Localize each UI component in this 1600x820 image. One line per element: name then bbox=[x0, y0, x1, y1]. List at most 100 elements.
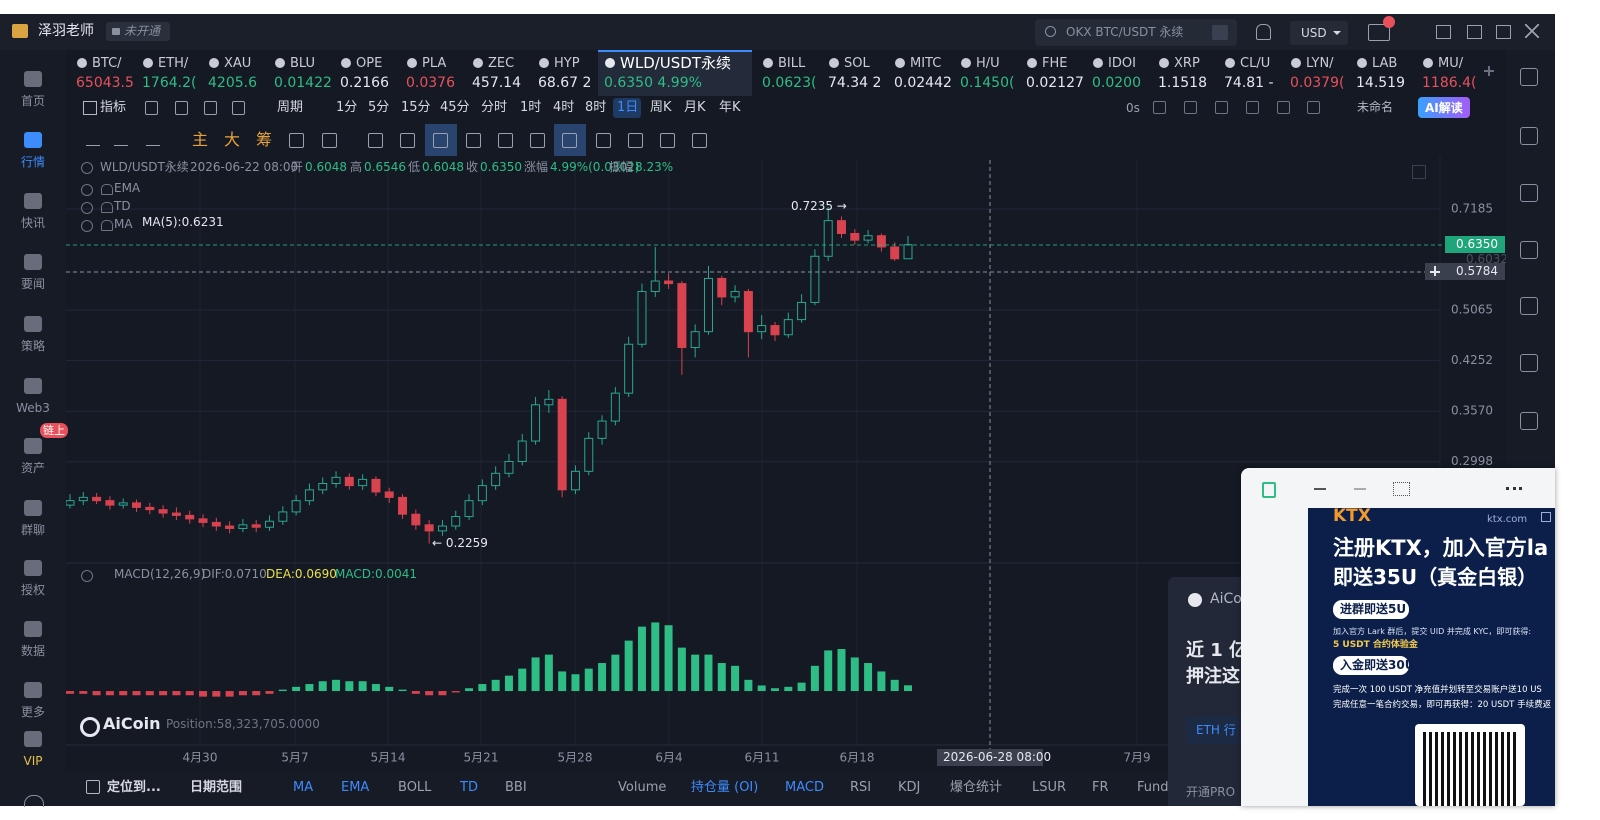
ticker-name[interactable]: SOL bbox=[844, 56, 870, 71]
right-tool-icon[interactable] bbox=[1520, 297, 1538, 315]
sidebar-label[interactable]: 更多 bbox=[20, 705, 45, 719]
window-button[interactable] bbox=[1436, 25, 1451, 39]
more-icon[interactable] bbox=[1506, 487, 1522, 493]
sidebar-icon[interactable] bbox=[24, 731, 42, 747]
tool-icon[interactable] bbox=[433, 133, 448, 148]
ticker-name[interactable]: IDOI bbox=[1108, 56, 1136, 71]
tool-icon[interactable] bbox=[660, 133, 675, 148]
indicator-toggle[interactable]: LSUR bbox=[1032, 780, 1067, 795]
sidebar-label[interactable]: 群聊 bbox=[20, 523, 45, 537]
fullscreen-icon[interactable] bbox=[1412, 165, 1426, 179]
ad-close[interactable] bbox=[1541, 512, 1551, 522]
tool-icon[interactable] bbox=[368, 133, 383, 148]
active-tab[interactable] bbox=[598, 50, 752, 96]
right-tool-icon[interactable] bbox=[1520, 412, 1538, 430]
indicator-icon[interactable] bbox=[83, 101, 97, 115]
ticker-price[interactable]: 65043.5 bbox=[76, 76, 134, 91]
forward-icon[interactable] bbox=[1354, 488, 1366, 490]
alert-icon[interactable] bbox=[101, 184, 113, 195]
indicator-toggle[interactable]: MACD bbox=[785, 780, 824, 795]
collapse-icon[interactable] bbox=[81, 202, 93, 214]
layout-name[interactable]: 未命名 bbox=[1357, 100, 1394, 114]
ticker-price[interactable]: 1186.4( bbox=[1422, 76, 1477, 91]
collapse-icon[interactable] bbox=[81, 162, 93, 174]
interval-button[interactable]: 1时 bbox=[520, 100, 542, 115]
toolbar-icon[interactable] bbox=[1184, 101, 1197, 114]
ticker-price[interactable]: 0.0379( bbox=[1290, 76, 1345, 91]
alert-icon[interactable] bbox=[101, 220, 113, 231]
ticker-price[interactable]: 74.34 2 bbox=[828, 76, 882, 91]
indicator-toggle[interactable]: BOLL bbox=[398, 780, 432, 795]
right-tool-icon[interactable] bbox=[1520, 68, 1538, 86]
toolbar-icon[interactable] bbox=[1307, 101, 1320, 114]
collapse-icon[interactable] bbox=[81, 570, 93, 582]
indicator-toggle[interactable]: KDJ bbox=[898, 780, 921, 795]
indicator-toggle[interactable]: BBI bbox=[505, 780, 527, 795]
sidebar-icon[interactable] bbox=[24, 254, 42, 270]
indicator-toggle[interactable]: FR bbox=[1092, 780, 1109, 795]
sidebar-label[interactable]: 资产 bbox=[20, 461, 45, 475]
ticker-price[interactable]: 0.01422 bbox=[274, 76, 332, 91]
sidebar-label[interactable]: 要闻 bbox=[20, 277, 45, 291]
collapse-icon[interactable] bbox=[81, 220, 93, 232]
sidebar-label[interactable]: Web3 bbox=[16, 401, 50, 415]
toolbar-icon[interactable] bbox=[204, 101, 217, 115]
right-tool-icon[interactable] bbox=[1520, 241, 1538, 259]
ad-button-label[interactable]: 入金即送30U bbox=[1340, 658, 1415, 672]
indicator-toggle[interactable]: TD bbox=[460, 780, 478, 795]
currency[interactable]: USD bbox=[1301, 26, 1327, 40]
indicator-toggle[interactable]: Volume bbox=[618, 780, 667, 795]
window-button[interactable] bbox=[1467, 25, 1482, 39]
indicator-toggle[interactable]: MA bbox=[293, 780, 314, 795]
indicator-toggle[interactable]: 持仓量 (OI) bbox=[691, 780, 759, 795]
ticker-price[interactable]: 0.0200 bbox=[1092, 76, 1141, 91]
interval-button[interactable]: 5分 bbox=[368, 100, 390, 115]
window-button[interactable] bbox=[1496, 25, 1511, 39]
ticker-name[interactable]: XRP bbox=[1174, 56, 1200, 71]
sidebar-icon[interactable] bbox=[24, 560, 42, 576]
toolbar-icon[interactable] bbox=[145, 101, 158, 115]
apps-icon[interactable] bbox=[1393, 482, 1410, 496]
ticker-name[interactable]: LAB bbox=[1372, 56, 1398, 71]
search-placeholder[interactable]: OKX BTC/USDT 永续 bbox=[1066, 25, 1184, 39]
toolbar-icon[interactable] bbox=[1215, 101, 1228, 114]
search-box[interactable] bbox=[1035, 19, 1237, 46]
interval-button[interactable]: 45分 bbox=[440, 100, 470, 115]
overlay-name[interactable]: EMA bbox=[114, 181, 141, 195]
sidebar-label[interactable]: 行情 bbox=[20, 155, 45, 169]
ticker-name[interactable]: ETH/ bbox=[158, 56, 189, 71]
ad-button[interactable] bbox=[1333, 600, 1409, 619]
interval-button[interactable]: 月K bbox=[684, 100, 706, 115]
ticker-name[interactable]: MU/ bbox=[1438, 56, 1464, 71]
ticker-price[interactable]: 457.14 bbox=[472, 76, 521, 91]
ticker-name[interactable]: ZEC bbox=[488, 56, 515, 71]
sidebar-icon[interactable] bbox=[24, 438, 42, 454]
tool-icon[interactable] bbox=[322, 133, 337, 148]
pin-icon[interactable] bbox=[1262, 482, 1276, 498]
interval-button[interactable]: 1分 bbox=[336, 100, 358, 115]
overlay-name[interactable]: MA bbox=[114, 217, 133, 231]
interval-button[interactable]: 周K bbox=[650, 100, 672, 115]
indicator-toggle[interactable]: Fund bbox=[1137, 780, 1169, 795]
ticker-name[interactable]: HYP bbox=[554, 56, 580, 71]
ticker-price[interactable]: 0.02127 bbox=[1026, 76, 1084, 91]
indicator-button[interactable]: 指标 bbox=[100, 100, 127, 115]
sidebar-icon[interactable] bbox=[24, 132, 42, 148]
toolbar-icon[interactable] bbox=[175, 101, 188, 115]
sidebar-icon[interactable] bbox=[24, 378, 42, 394]
ticker-name[interactable]: OPE bbox=[356, 56, 383, 71]
tool-button[interactable]: 大 bbox=[224, 130, 241, 149]
interval-button[interactable]: 1日 bbox=[617, 100, 639, 115]
ticker-name[interactable]: CL/U bbox=[1240, 56, 1271, 71]
date-range-button[interactable]: 日期范围 bbox=[190, 780, 243, 795]
tool-icon[interactable] bbox=[114, 135, 128, 146]
mail-icon[interactable] bbox=[1368, 24, 1390, 41]
indicator-toggle[interactable]: RSI bbox=[850, 780, 872, 795]
overlay-name[interactable]: TD bbox=[114, 199, 131, 213]
ticker-name[interactable]: PLA bbox=[422, 56, 447, 71]
alert-icon[interactable] bbox=[101, 202, 113, 213]
ticker-name[interactable]: WLD/USDT永续 bbox=[620, 56, 732, 71]
locate-button[interactable]: 定位到... bbox=[107, 780, 161, 795]
ticker-price[interactable]: 0.1450( bbox=[960, 76, 1015, 91]
ticker-price[interactable]: 1.1518 bbox=[1158, 76, 1207, 91]
